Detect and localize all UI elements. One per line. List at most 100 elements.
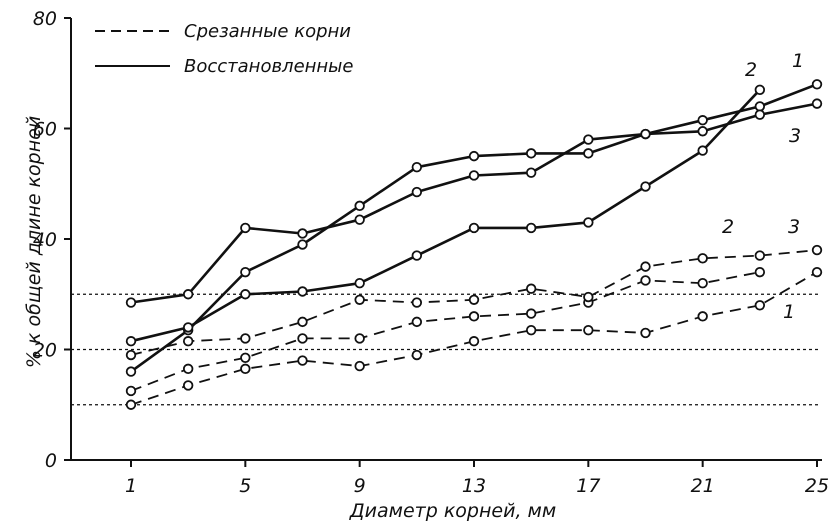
data-point bbox=[697, 145, 708, 156]
data-point bbox=[240, 289, 251, 300]
data-point bbox=[240, 266, 251, 278]
data-point bbox=[754, 101, 766, 112]
data-point bbox=[182, 380, 194, 391]
x-tick-label: 13 bbox=[462, 475, 486, 497]
data-point bbox=[125, 336, 137, 347]
data-point bbox=[411, 250, 423, 261]
series-group bbox=[125, 79, 823, 410]
data-point bbox=[525, 222, 537, 234]
series-cut-1 bbox=[125, 266, 823, 410]
data-point bbox=[240, 333, 251, 344]
data-point bbox=[811, 98, 823, 109]
data-point bbox=[754, 300, 766, 311]
data-point bbox=[411, 186, 423, 198]
label-cut-3: 3 bbox=[788, 216, 800, 238]
data-point bbox=[182, 322, 194, 333]
data-point bbox=[468, 311, 480, 322]
data-point bbox=[354, 360, 365, 372]
series-labels: 2 1 3 2 3 1 bbox=[722, 50, 804, 323]
y-tick-label: 0 bbox=[45, 450, 57, 472]
x-tick-label: 17 bbox=[576, 475, 600, 497]
y-tick-label: 20 bbox=[33, 340, 57, 362]
series-line-restored-3 bbox=[130, 102, 818, 304]
data-point bbox=[697, 115, 708, 126]
data-point bbox=[697, 278, 708, 289]
y-tick-label: 40 bbox=[33, 229, 57, 251]
data-point bbox=[697, 253, 708, 264]
label-cut-1: 1 bbox=[783, 301, 795, 323]
data-point bbox=[754, 266, 766, 278]
data-point bbox=[468, 170, 480, 181]
data-point bbox=[811, 266, 823, 278]
data-point bbox=[354, 278, 365, 289]
data-point bbox=[525, 308, 537, 319]
data-point bbox=[182, 289, 194, 300]
series-restored-3 bbox=[125, 98, 823, 308]
series-cut-3 bbox=[125, 244, 823, 361]
series-restored-2 bbox=[125, 84, 766, 347]
data-point bbox=[468, 150, 480, 162]
y-tick-label: 60 bbox=[33, 119, 57, 141]
axes bbox=[70, 18, 822, 461]
data-point bbox=[468, 294, 480, 305]
data-point bbox=[125, 399, 137, 410]
data-point bbox=[468, 336, 480, 347]
label-cut-2: 2 bbox=[722, 216, 734, 238]
data-point bbox=[525, 324, 537, 336]
series-line-restored-2 bbox=[130, 88, 761, 343]
data-point bbox=[583, 291, 594, 303]
data-point bbox=[297, 239, 308, 250]
data-point bbox=[754, 84, 766, 96]
data-point bbox=[297, 286, 308, 297]
data-point bbox=[640, 261, 651, 272]
legend: Срезанные корни Восстановленные bbox=[95, 21, 353, 77]
data-point bbox=[240, 352, 251, 363]
x-axis-title: Диаметр корней, мм bbox=[349, 500, 556, 522]
legend-label-restored: Восстановленные bbox=[184, 56, 353, 77]
data-point bbox=[297, 333, 308, 344]
data-point bbox=[411, 161, 423, 173]
x-tick-label: 21 bbox=[691, 475, 715, 497]
data-point bbox=[354, 214, 365, 225]
data-point bbox=[525, 148, 537, 159]
x-tick-label: 1 bbox=[125, 475, 137, 497]
data-point bbox=[240, 363, 251, 375]
series-line-cut-2 bbox=[130, 271, 760, 392]
data-point bbox=[583, 148, 594, 159]
data-point bbox=[411, 349, 423, 361]
data-point bbox=[640, 181, 651, 192]
data-point bbox=[754, 109, 766, 120]
data-point bbox=[411, 297, 423, 308]
data-point bbox=[640, 275, 651, 286]
data-point bbox=[125, 349, 137, 361]
data-point bbox=[411, 316, 423, 328]
data-point bbox=[297, 316, 308, 328]
y-tick-label: 80 bbox=[33, 8, 57, 30]
label-restored-2: 2 bbox=[745, 59, 757, 81]
data-point bbox=[697, 126, 708, 137]
data-point bbox=[525, 283, 537, 294]
data-point bbox=[125, 385, 137, 397]
legend-label-cut-roots: Срезанные корни bbox=[184, 21, 351, 42]
data-point bbox=[697, 311, 708, 322]
data-point bbox=[125, 366, 137, 377]
data-point bbox=[640, 128, 651, 140]
data-point bbox=[583, 324, 594, 336]
data-point bbox=[583, 134, 594, 145]
data-point bbox=[182, 363, 194, 375]
x-tick-label: 9 bbox=[354, 475, 366, 497]
data-point bbox=[583, 217, 594, 228]
data-point bbox=[754, 250, 766, 261]
data-point bbox=[240, 222, 251, 234]
data-point bbox=[297, 355, 308, 366]
label-restored-1: 1 bbox=[792, 50, 804, 72]
x-tick-label: 25 bbox=[805, 475, 829, 497]
data-point bbox=[811, 79, 823, 90]
data-point bbox=[811, 244, 823, 256]
y-axis-title: % к общей длине корней bbox=[23, 116, 45, 368]
data-point bbox=[182, 336, 194, 347]
data-point bbox=[297, 228, 308, 239]
data-point bbox=[354, 333, 365, 344]
